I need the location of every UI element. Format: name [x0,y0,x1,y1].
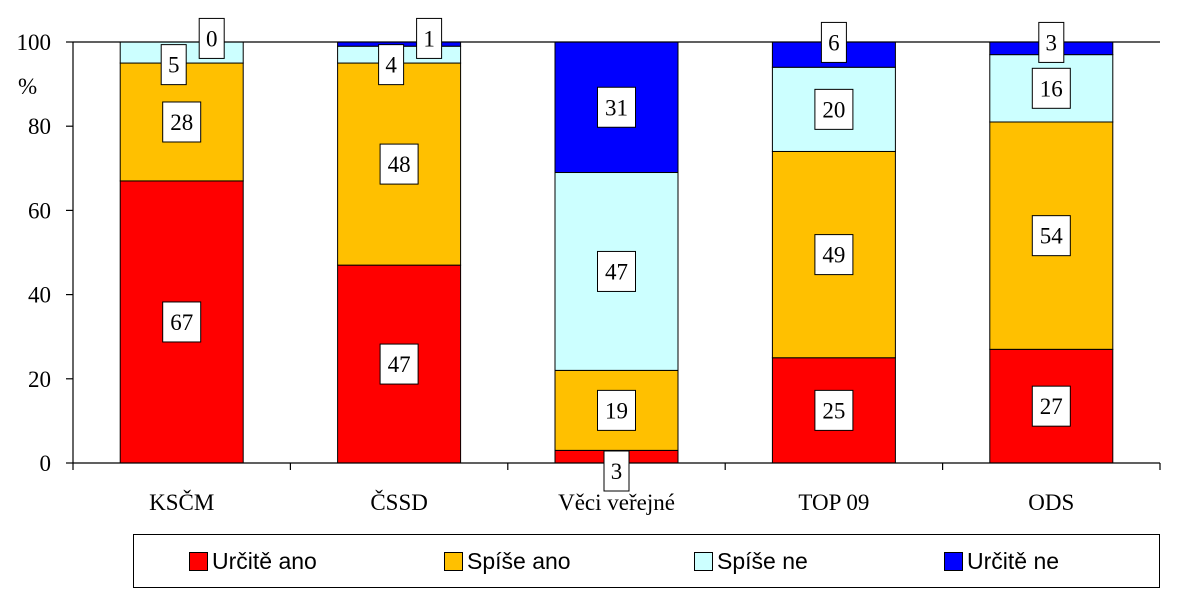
data-label-box [814,389,854,431]
data-label: 31 [605,95,628,120]
data-label-box [1031,385,1071,427]
y-tick-label: 0 [40,451,52,476]
data-label: 20 [822,97,845,122]
data-label: 47 [605,259,628,284]
data-label: 0 [206,26,218,51]
y-tick-label: 60 [28,198,51,223]
legend: Určitě ano Spíše ano Spíše ne Určitě ne [133,534,1160,588]
x-tick-label: ODS [1028,490,1074,515]
legend-swatch [189,551,208,571]
data-label: 28 [170,110,193,135]
data-label: 16 [1040,76,1063,101]
data-label-box [379,343,419,385]
y-tick-label: 20 [28,367,51,392]
data-label: 48 [388,152,411,177]
axes-layer: 0 20 40 60 80 100% KSČM ČSSD Věci veřejné TOP 09 O… [17,30,1161,515]
data-label: 6 [828,30,840,55]
legend-swatch [944,551,963,571]
y-tick-label: 40 [28,283,51,308]
data-label-box [820,21,847,63]
data-label: 67 [170,310,193,335]
data-label-box [814,234,854,276]
data-label: 27 [1040,394,1063,419]
data-label: 49 [822,243,845,268]
legend-label: Spíše ne [717,547,808,574]
data-label: 19 [605,398,628,423]
data-label-box [597,86,636,128]
legend-label: Určitě ano [212,547,317,574]
data-label: 3 [611,459,623,484]
data-label-box [162,301,202,343]
legend-label: Určitě ne [967,547,1060,574]
data-label: 5 [168,53,180,78]
x-tick-label: KSČM [149,489,214,515]
legend-item-spise-ano: Spíše ano [444,535,571,587]
legend-item-urcite-ne: Určitě ne [944,535,1059,587]
data-label: 4 [385,53,397,78]
data-label-box [1031,67,1071,109]
legend-swatch [694,551,713,571]
data-label-box [198,17,225,59]
y-tick-label: 80 [28,114,51,139]
y-tick-label: 100 [17,30,52,55]
data-label: 54 [1040,224,1064,249]
data-label: 3 [1046,30,1058,55]
data-label-box [1038,21,1065,63]
y-axis-unit-label: % [18,74,37,99]
data-label-box [603,450,630,492]
x-tick-label: ČSSD [370,489,428,515]
data-label-box [416,17,443,59]
x-tick-label: Věci veřejné [558,490,675,515]
data-label: 25 [822,398,845,423]
legend-item-spise-ne: Spíše ne [694,535,808,587]
data-label: 47 [388,352,411,377]
legend-swatch [444,551,463,571]
data-label-box [1031,215,1071,257]
legend-item-urcite-ano: Určitě ano [189,535,317,587]
legend-label: Spíše ano [467,547,571,574]
data-label-box [814,88,854,130]
data-label-box [597,250,636,292]
x-tick-label: TOP 09 [798,490,869,515]
data-label-box [162,101,202,143]
data-label: 1 [423,26,435,51]
data-label-box [378,44,405,86]
data-labels-layer: 67 28 5 0 47 48 4 1 3 19 47 31 25 49 20 6 27 54 16 3 [160,17,1071,492]
data-label-box [160,44,187,86]
data-label-box [379,143,419,185]
data-label-box [597,389,636,431]
